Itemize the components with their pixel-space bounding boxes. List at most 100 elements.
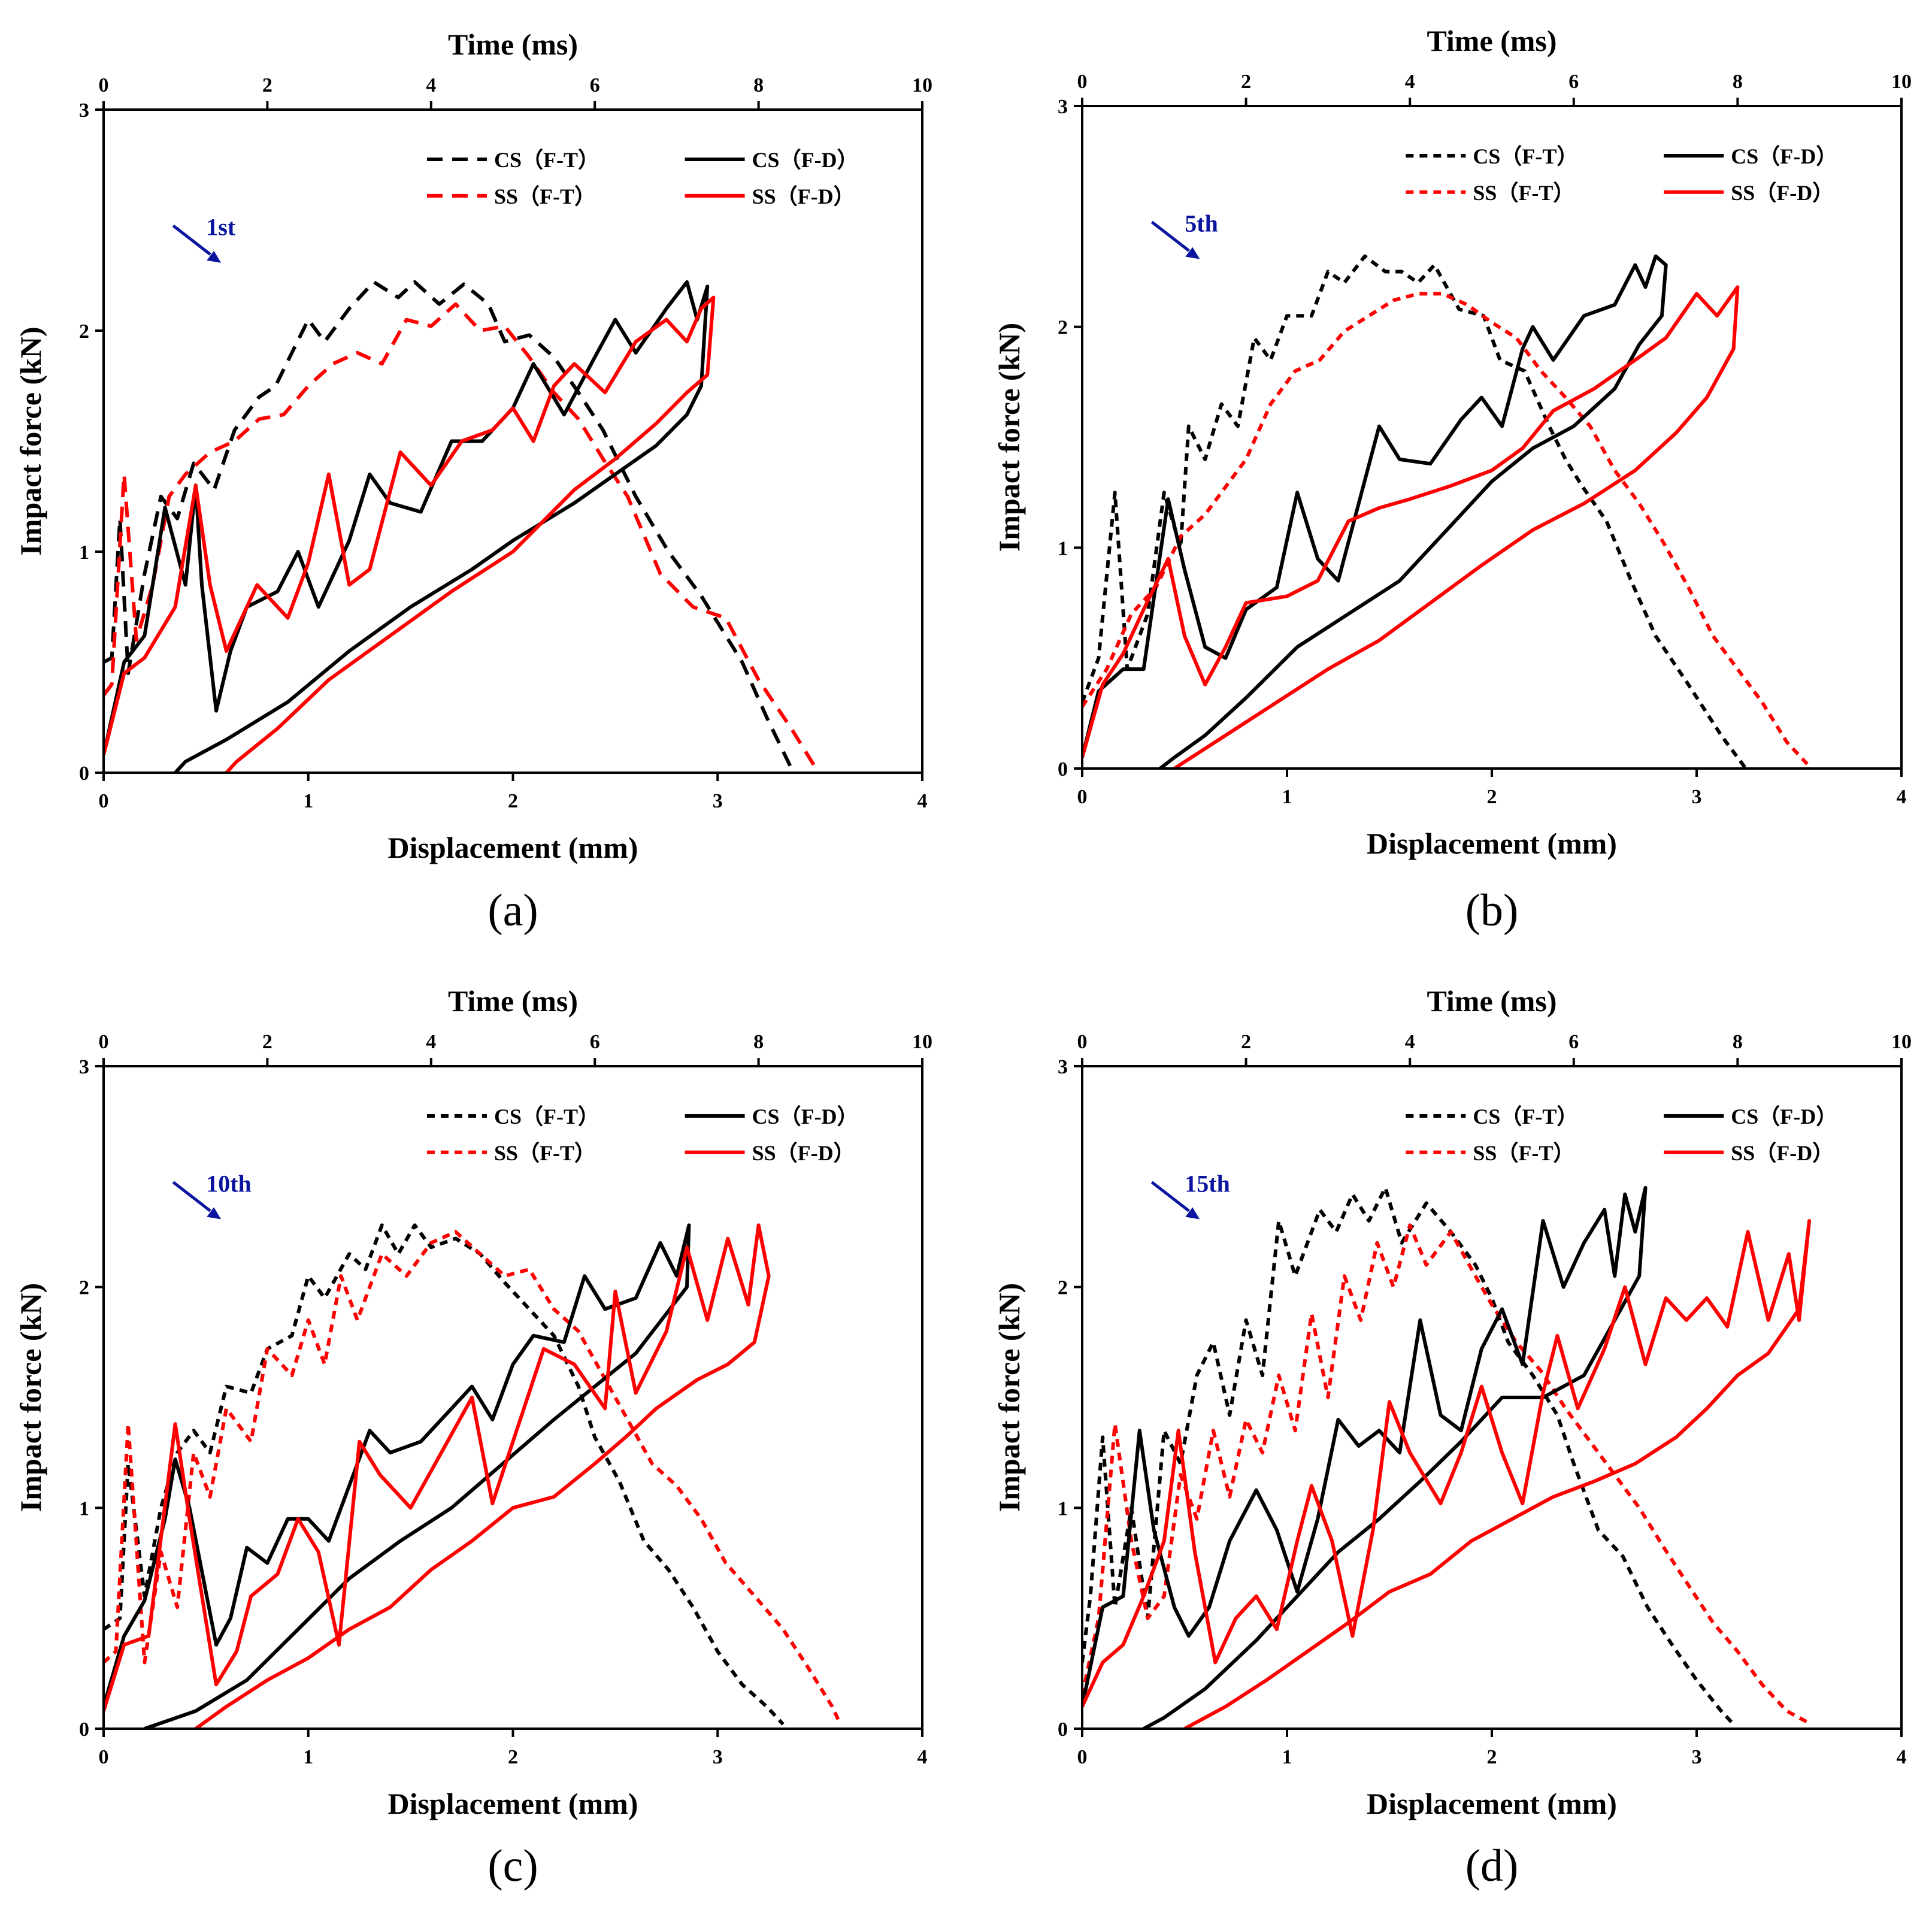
y-tick-label: 2 xyxy=(79,1277,89,1299)
legend-label: SS（F-D） xyxy=(752,184,855,208)
legend-label: SS（F-D） xyxy=(752,1141,855,1165)
panel-label: (a) xyxy=(487,885,538,936)
y-tick-label: 1 xyxy=(1058,1497,1068,1520)
y-tick-label: 3 xyxy=(79,1056,89,1078)
legend-label: CS（F-D） xyxy=(1731,1105,1837,1129)
y-tick-label: 2 xyxy=(1058,1277,1068,1299)
x2-tick-label: 2 xyxy=(1241,71,1251,93)
y-tick-label: 0 xyxy=(79,1719,89,1741)
y-axis-title: Impact force (kN) xyxy=(992,1283,1026,1512)
x-axis-title: Displacement (mm) xyxy=(388,1787,638,1820)
y-tick-label: 2 xyxy=(79,320,89,343)
x-tick-label: 2 xyxy=(1487,1746,1497,1768)
y-axis-title: Impact force (kN) xyxy=(14,326,47,555)
x2-tick-label: 10 xyxy=(1891,71,1912,93)
x-axis-title: Displacement (mm) xyxy=(388,831,638,864)
y-tick-label: 0 xyxy=(1058,1719,1068,1741)
legend-label: CS（F-D） xyxy=(752,1105,859,1129)
x2-tick-label: 0 xyxy=(99,1031,109,1053)
series-line-fd-cs xyxy=(1082,1185,1648,1729)
series-line-fd-ss xyxy=(1082,285,1740,769)
impact-label: 10th xyxy=(206,1170,252,1197)
x2-tick-label: 6 xyxy=(590,1031,600,1053)
legend-label: CS（F-D） xyxy=(752,148,859,172)
x2-tick-label: 4 xyxy=(426,1031,436,1053)
impact-label: 1st xyxy=(206,214,236,241)
x-tick-label: 3 xyxy=(713,790,723,812)
x-tick-label: 2 xyxy=(508,1746,518,1768)
x2-tick-label: 8 xyxy=(753,74,764,96)
impact-arrow-shaft xyxy=(172,224,211,256)
y-tick-label: 0 xyxy=(1058,758,1068,780)
x2-tick-label: 8 xyxy=(1733,71,1743,93)
series-line-fd-ss xyxy=(1082,1219,1812,1729)
impact-arrow-icon xyxy=(207,1207,222,1220)
series-line-fd-cs xyxy=(1082,254,1668,769)
legend-label: CS（F-T） xyxy=(494,1105,599,1129)
impact-arrow-icon xyxy=(207,250,222,263)
chart-panel-b: 0 1 2 3 4 0 2 4 6 8 10 0 1 2 3 Displacement (mm) Time (m… xyxy=(992,24,1912,936)
x2-tick-label: 6 xyxy=(590,74,600,96)
y-tick-label: 3 xyxy=(79,99,89,122)
y-tick-label: 2 xyxy=(1058,317,1068,339)
x-tick-label: 3 xyxy=(1692,1746,1702,1768)
x2-tick-label: 8 xyxy=(753,1031,764,1053)
y-tick-label: 3 xyxy=(1058,96,1068,118)
series-line-ft-cs xyxy=(104,280,794,769)
y-tick-label: 0 xyxy=(79,763,89,785)
legend-label: CS（F-T） xyxy=(1473,1105,1578,1129)
series-line-ft-cs xyxy=(104,1223,785,1726)
x-tick-label: 4 xyxy=(1897,786,1907,808)
y-tick-label: 1 xyxy=(79,1497,89,1520)
x2-axis-title: Time (ms) xyxy=(448,28,578,61)
x2-tick-label: 4 xyxy=(1405,1031,1415,1053)
series-line-fd-ss xyxy=(104,1223,771,1729)
legend-label: SS（F-T） xyxy=(1473,181,1574,205)
x2-tick-label: 2 xyxy=(1241,1031,1251,1053)
x2-tick-label: 10 xyxy=(912,1031,932,1053)
y-tick-label: 1 xyxy=(79,541,89,564)
series-line-ft-ss xyxy=(104,1230,843,1725)
x-tick-label: 0 xyxy=(1077,786,1088,808)
panel-label: (c) xyxy=(487,1841,538,1891)
chart-panel-d: 0 1 2 3 4 0 2 4 6 8 10 0 1 2 3 Displacement (mm) Time (m… xyxy=(992,984,1912,1891)
series-line-fd-cs xyxy=(104,280,710,773)
y-tick-label: 3 xyxy=(1058,1056,1068,1078)
legend-label: SS（F-T） xyxy=(1473,1141,1574,1165)
x2-tick-label: 0 xyxy=(1077,1031,1088,1053)
series-line-fd-ss xyxy=(104,295,716,773)
legend-label: CS（F-T） xyxy=(494,148,599,172)
legend-label: CS（F-D） xyxy=(1731,144,1837,168)
impact-arrow-shaft xyxy=(172,1181,211,1212)
y-axis-title: Impact force (kN) xyxy=(992,323,1026,552)
legend-label: SS（F-T） xyxy=(494,184,596,208)
x2-tick-label: 0 xyxy=(1077,71,1088,93)
impact-label: 5th xyxy=(1185,210,1218,237)
legend-label: SS（F-D） xyxy=(1731,1141,1834,1165)
x2-axis-title: Time (ms) xyxy=(1427,984,1556,1018)
panel-label: (b) xyxy=(1465,885,1519,936)
x-tick-label: 4 xyxy=(917,1746,928,1768)
x2-tick-label: 0 xyxy=(99,74,109,96)
series-line-ft-ss xyxy=(1082,1223,1812,1726)
x-tick-label: 4 xyxy=(1897,1746,1907,1768)
x-tick-label: 1 xyxy=(303,790,313,812)
series-line-ft-ss xyxy=(104,302,817,770)
x-tick-label: 0 xyxy=(99,790,109,812)
x-tick-label: 1 xyxy=(1282,1746,1292,1768)
x-tick-label: 1 xyxy=(303,1746,313,1768)
x-tick-label: 3 xyxy=(1692,786,1702,808)
x2-tick-label: 6 xyxy=(1568,1031,1579,1053)
x-tick-label: 2 xyxy=(508,790,518,812)
impact-arrow-shaft xyxy=(1150,1181,1190,1212)
x2-axis-title: Time (ms) xyxy=(448,984,578,1018)
x-tick-label: 3 xyxy=(713,1746,723,1768)
plot-frame xyxy=(1081,1065,1903,1730)
impact-arrow-icon xyxy=(1185,247,1200,259)
impact-label: 15th xyxy=(1185,1170,1230,1197)
chart-panel-c: 0 1 2 3 4 0 2 4 6 8 10 0 1 2 3 Displacement (mm) Time (m… xyxy=(14,984,932,1891)
legend-label: CS（F-T） xyxy=(1473,144,1578,168)
x-tick-label: 1 xyxy=(1282,786,1292,808)
y-tick-label: 1 xyxy=(1058,537,1068,559)
